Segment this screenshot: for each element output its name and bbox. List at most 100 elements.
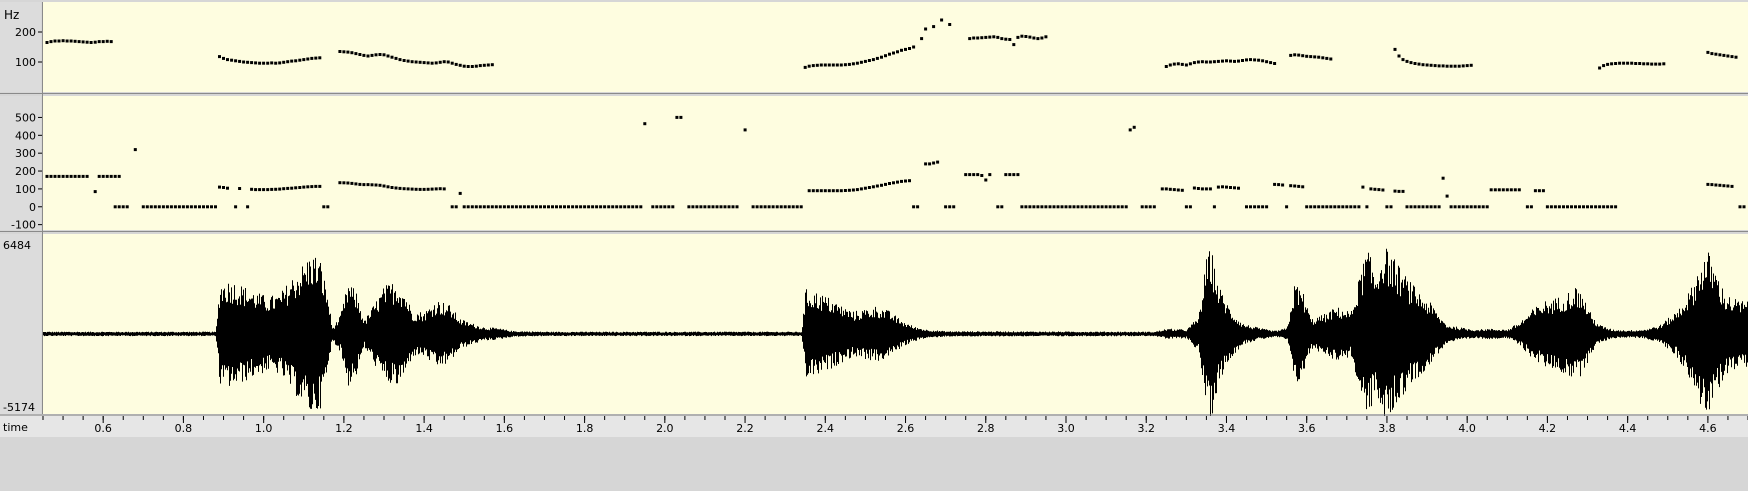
second-point: [1237, 186, 1240, 190]
second-point: [534, 205, 538, 209]
pitch-point: [454, 62, 458, 66]
second-point: [1176, 188, 1180, 192]
pitch-point: [1249, 58, 1252, 62]
pitch-point: [1200, 60, 1204, 64]
second-point: [555, 205, 558, 209]
time-tick-label: 3.2: [1137, 422, 1155, 435]
second-point: [755, 205, 759, 209]
pitch-point: [1293, 53, 1297, 57]
pitch-plot-area[interactable]: [43, 2, 1748, 92]
time-tick-label: 2.4: [817, 422, 835, 435]
second-point: [687, 205, 691, 209]
pitch-point: [1638, 62, 1642, 65]
pitch-point: [1722, 53, 1726, 57]
pitch-point: [310, 56, 314, 60]
second-point: [394, 186, 398, 190]
pitch-point: [803, 65, 807, 69]
second-point: [1578, 205, 1581, 209]
second-point: [671, 205, 675, 209]
second-point: [1273, 182, 1277, 186]
pitch-point: [89, 41, 93, 44]
waveform-panel[interactable]: 6484 -5174: [0, 234, 1748, 419]
second-point: [442, 187, 446, 191]
pitch-panel[interactable]: Hz 200 100: [0, 2, 1748, 92]
pitch-point: [1630, 61, 1634, 65]
panel-frames: [0, 2, 1748, 416]
second-point: [1714, 183, 1718, 187]
pitch-point: [218, 55, 221, 59]
pitch-point: [73, 39, 77, 43]
second-point: [1738, 205, 1742, 209]
second-point: [1052, 205, 1056, 209]
pitch-point: [823, 63, 827, 67]
pitch-point: [1325, 56, 1329, 60]
second-point: [125, 205, 129, 209]
second-point: [1301, 185, 1305, 189]
second-point: [1036, 205, 1040, 209]
second-point: [1184, 205, 1188, 209]
pitch-point: [378, 53, 382, 56]
second-point: [799, 205, 803, 209]
second-point: [1421, 205, 1425, 209]
second-point: [1028, 205, 1032, 209]
pitch-point: [1642, 62, 1646, 66]
second-point: [486, 205, 490, 209]
second-point: [715, 205, 719, 209]
second-point: [815, 189, 819, 193]
second-point: [819, 189, 823, 193]
second-point: [426, 187, 430, 191]
second-point: [771, 205, 775, 209]
time-tick-label: 2.0: [656, 422, 674, 435]
second-point: [1365, 205, 1369, 209]
second-point: [77, 174, 81, 178]
second-point: [595, 205, 599, 209]
time-tick-label: 2.8: [977, 422, 995, 435]
pitch-point: [1164, 65, 1168, 68]
second-point: [1200, 187, 1204, 191]
pitch-point: [422, 61, 426, 65]
second-point: [117, 174, 121, 178]
second-point: [1208, 187, 1212, 191]
pitch-point: [1405, 59, 1409, 63]
second-point: [1453, 205, 1457, 209]
pitch-point: [1237, 59, 1240, 63]
second-point: [1164, 187, 1168, 191]
second-point: [707, 205, 711, 209]
second-point: [238, 187, 242, 190]
second-point: [145, 205, 149, 209]
second-point: [1060, 205, 1064, 209]
pitch-point: [294, 59, 298, 63]
second-point: [1549, 205, 1553, 209]
second-pitch-panel[interactable]: 500 400 300 200 100 0 -100: [0, 96, 1748, 232]
pitch-point: [93, 40, 97, 44]
second-point: [924, 162, 928, 166]
second-point: [1489, 188, 1493, 192]
pitch-point: [904, 47, 907, 51]
second-point: [1473, 205, 1477, 209]
pitch-point: [859, 60, 863, 64]
pitch-point: [932, 25, 936, 29]
pitch-point: [1212, 60, 1216, 64]
second-point: [863, 186, 867, 190]
pitch-point: [1020, 34, 1024, 38]
second-point: [101, 174, 105, 178]
second-point: [984, 178, 988, 182]
second-point: [1261, 205, 1265, 209]
second-point: [1325, 205, 1329, 209]
second-point: [1437, 205, 1441, 209]
pitch-point: [1718, 53, 1722, 57]
second-point: [73, 174, 77, 178]
pitch-point: [1421, 63, 1425, 67]
second-point: [502, 205, 506, 209]
pitch-point: [835, 63, 839, 67]
pitch-point: [105, 39, 109, 43]
second-plot-area[interactable]: [43, 96, 1748, 230]
second-point: [202, 205, 205, 209]
pitch-point: [1413, 62, 1417, 65]
pitch-point: [478, 64, 482, 68]
second-point: [892, 181, 895, 185]
second-point: [338, 181, 342, 185]
second-point: [655, 205, 659, 209]
second-point: [1401, 189, 1405, 193]
pitch-point: [1192, 61, 1196, 65]
